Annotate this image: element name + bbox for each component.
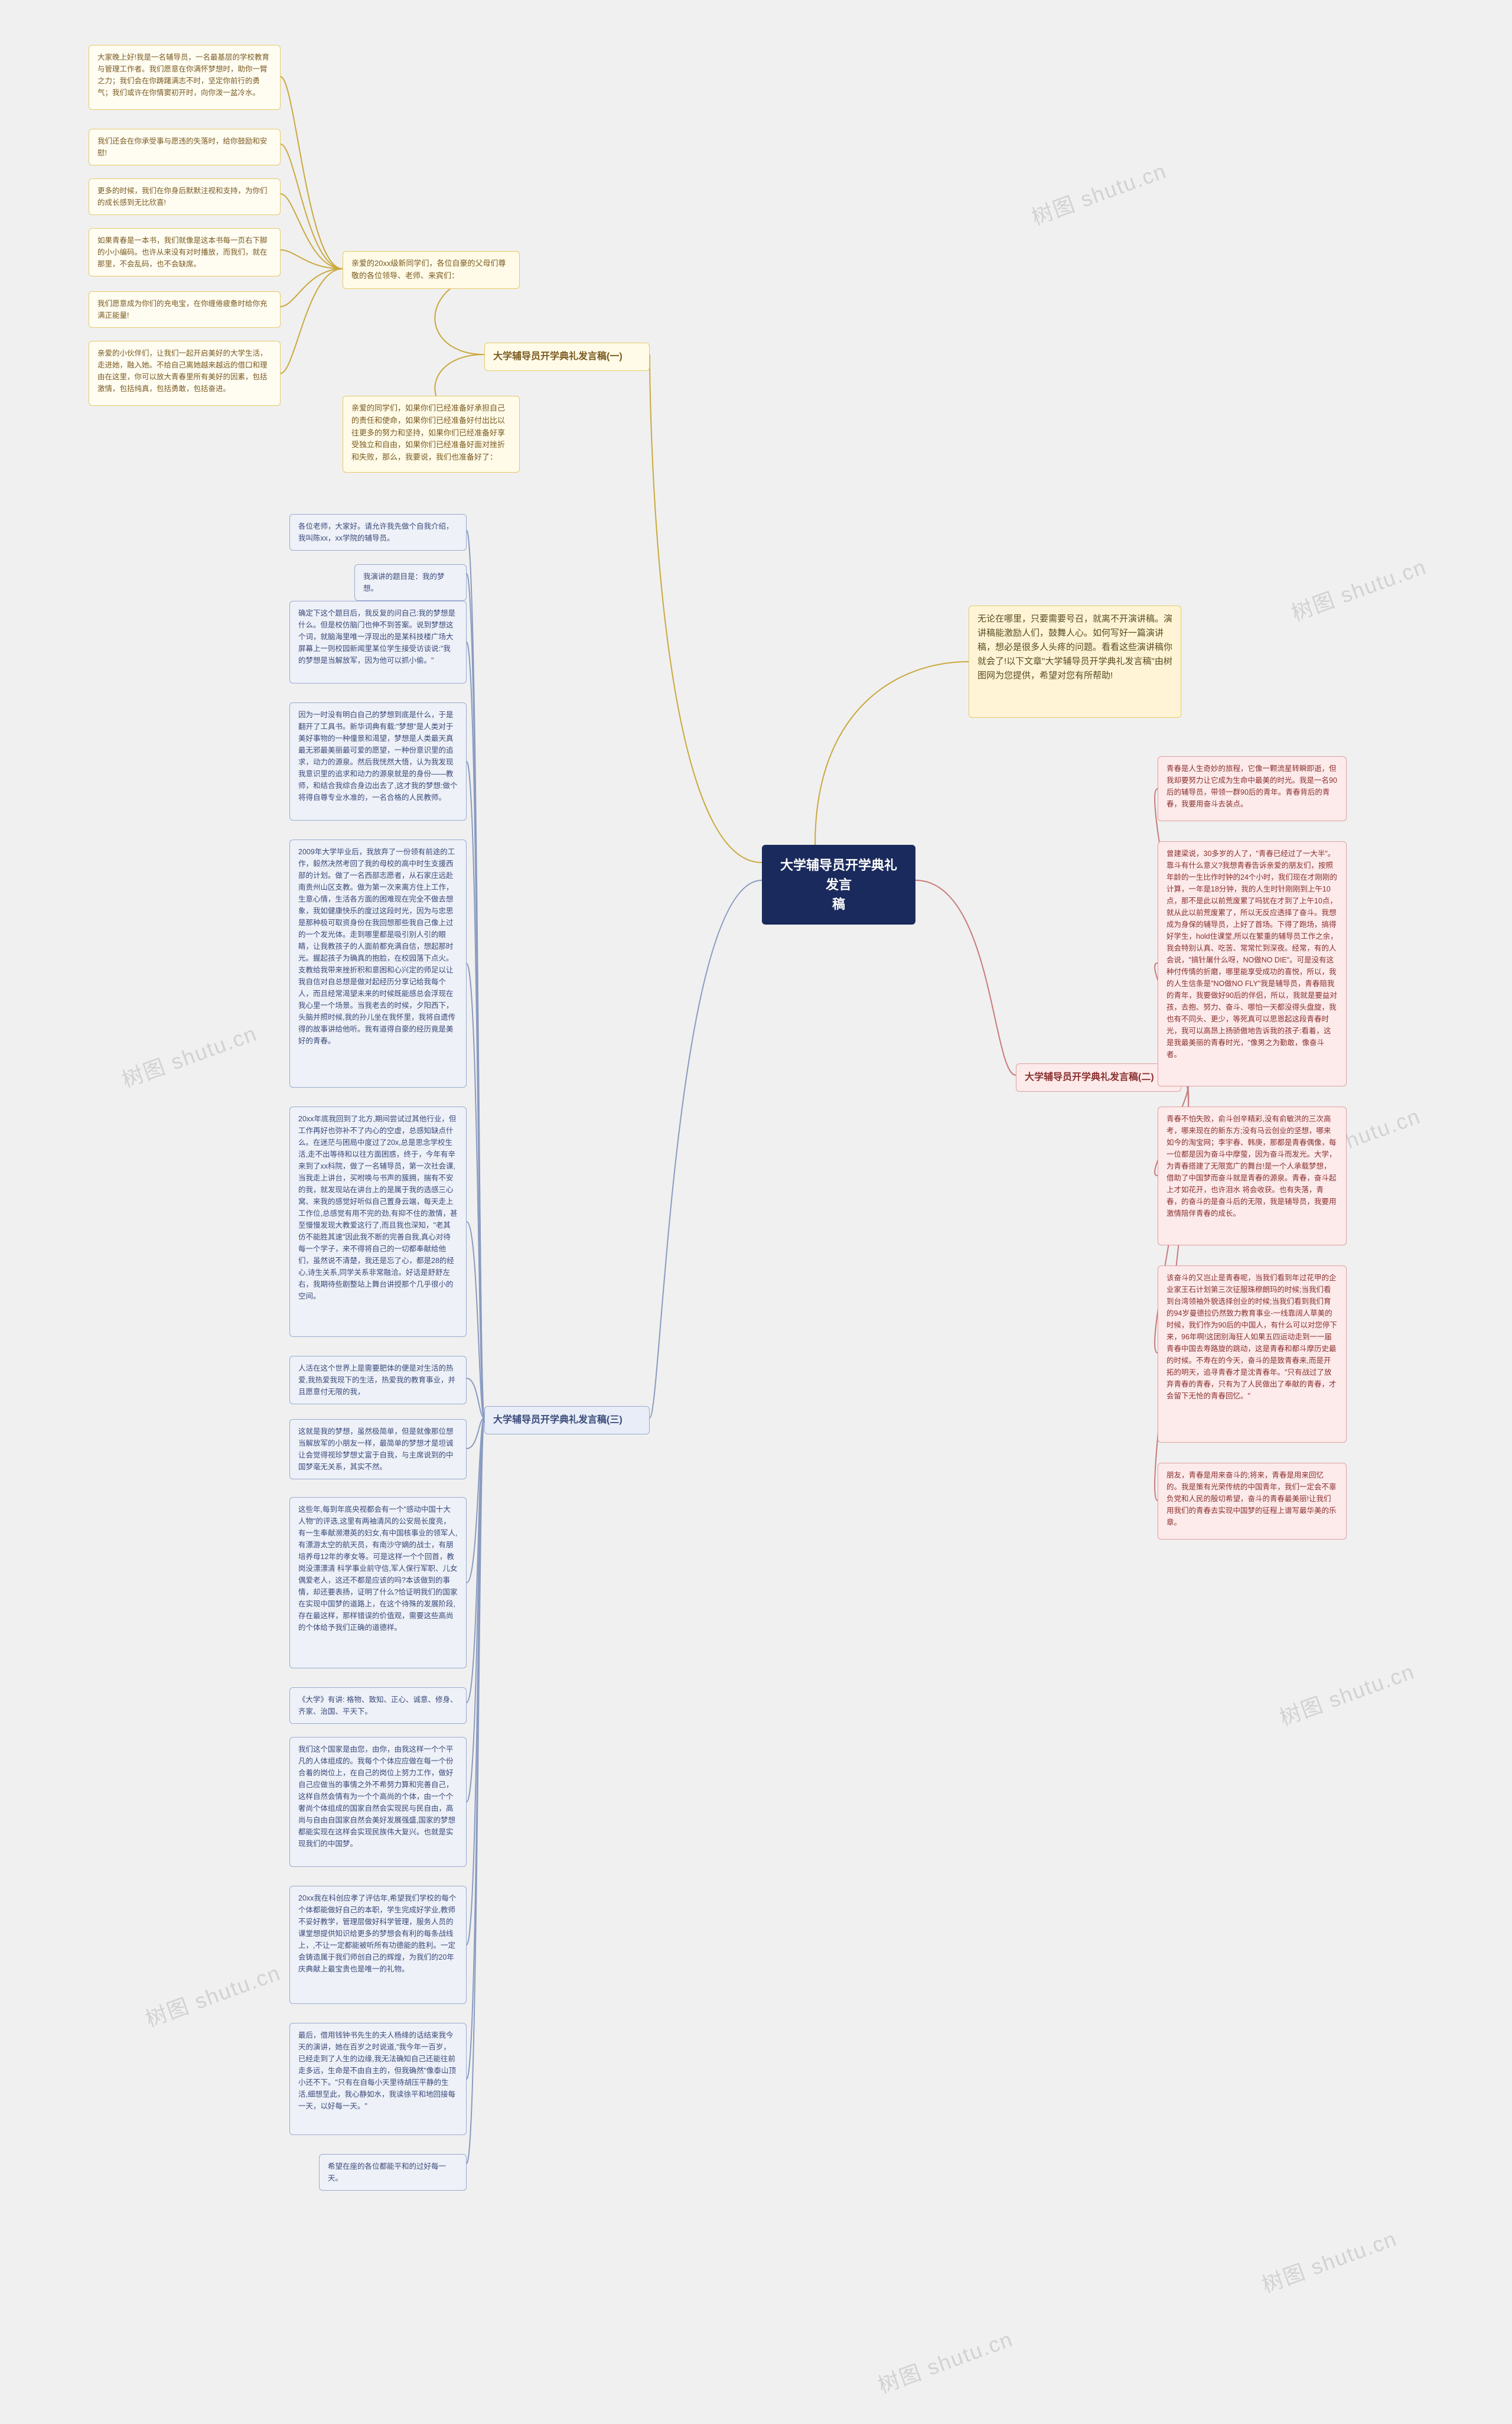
connector (815, 662, 969, 845)
sec3-box-11: 20xx我在科创应孝了评估年,希望我们学校的每个个体都能做好自己的本职，学生完成… (289, 1886, 467, 2004)
sec3-box-0: 各位老师，大家好。请允许我先做个自我介绍，我叫陈xx，xx学院的辅导员。 (289, 514, 467, 551)
sec3-box-10: 我们这个国家是由您，由你，由我这样一个个平凡的人体组成的。我每个个体应应做在每一… (289, 1737, 467, 1867)
watermark: 树图 shutu.cn (1286, 550, 1430, 627)
root-node: 大学辅导员开学典礼发言稿 (762, 845, 915, 925)
sec3-box-1: 我演讲的题目是：我的梦想。 (354, 564, 467, 601)
sec1-left-box-5: 亲爱的小伙伴们，让我们一起开启美好的大学生活，走进她，融入她。不给自己离她越来越… (89, 341, 281, 406)
sec1-left-box-0: 大家晚上好!我是一名辅导员，一名最基层的学校教育与管理工作者。我们愿意在你满怀梦… (89, 45, 281, 110)
connector (650, 354, 762, 863)
connector (467, 1418, 484, 1945)
connector (467, 1222, 484, 1418)
connector (467, 642, 484, 1418)
watermark: 树图 shutu.cn (1275, 1655, 1418, 1732)
connector (467, 1418, 484, 1583)
sec3-box-9: 《大学》有讲: 格物、致知、正心、诚意、修身、齐家、治国、平天下。 (289, 1687, 467, 1724)
connector (467, 1418, 484, 1449)
sec2-box-0: 青春是人生奇妙的旅程，它像一颗流星转瞬即逝，但我却要努力让它成为生命中最美的时光… (1158, 756, 1347, 821)
sec3-box-7: 这就是我的梦想，虽然极简单，但是就像那位想当解放军的小朋友一样，最简单的梦想才是… (289, 1419, 467, 1479)
sec1-left-box-4: 我们愿意成为你们的充电宝，在你缠倦疲惫时给你充满正能量! (89, 291, 281, 328)
sec3-box-6: 人活在这个世界上是需要肥体的便是对生活的热爱,我热爱我现下的生活，热爱我的教育事… (289, 1356, 467, 1404)
connector (467, 1418, 484, 2163)
watermark: 树图 shutu.cn (1027, 154, 1170, 232)
connector (467, 762, 484, 1418)
sec3-box-4: 2009年大学毕业后，我放弃了一份领有前途的工作，毅然决然考回了我的母校的高中时… (289, 840, 467, 1088)
intro-box: 无论在哪里，只要需要号召，就离不开演讲稿。演讲稿能激励人们，鼓舞人心。如何写好一… (969, 606, 1181, 718)
sec1-right-box-1: 亲爱的同学们，如果你们已经准备好承担自己的责任和使命，如果你们已经准备好付出比以… (343, 396, 520, 473)
connector (467, 964, 484, 1418)
sec3-box-3: 因为一时没有明白自己的梦想到底是什么，于是翻开了工具书。新华词典有载:"梦想"是… (289, 702, 467, 821)
sec1-left-box-3: 如果青春是一本书，我们就像是这本书每一页右下脚的小小编码。也许从来没有对时播放，… (89, 228, 281, 276)
connector (467, 1418, 484, 2079)
sec1-left-box-1: 我们还会在你承受事与愿违的失落时，给你鼓励和安慰! (89, 129, 281, 165)
sec3-box-2: 确定下这个题目后，我反复的问自己:我的梦想是什么。但是校仿脑门也伸不到答案。说到… (289, 601, 467, 684)
watermark: 树图 shutu.cn (141, 1956, 284, 2033)
section2-title: 大学辅导员开学典礼发言稿(二) (1016, 1063, 1181, 1092)
sec2-box-3: 该奋斗的又岂止是青春呢，当我们看到年过花甲的企业家王石计划第三次征服珠穆朗玛的时… (1158, 1265, 1347, 1443)
sec2-box-1: 曾建梁说，30多岁的人了，"青春已经过了一大半"。靠斗有什么意义?我想青春告诉亲… (1158, 841, 1347, 1086)
sec1-right-box-0: 亲爱的20xx级新同学们，各位自豪的父母们尊敬的各位领导、老师、来宾们： (343, 251, 520, 289)
connector (915, 880, 1016, 1075)
sec2-box-4: 朋友，青春是用来奋斗的;将来，青春是用来回忆的。我是策有光荣传统的中国青年，我们… (1158, 1463, 1347, 1540)
connector (281, 194, 343, 269)
connector (281, 269, 343, 373)
sec3-box-8: 这些年,每到年底央视都会有一个"感动中国十大人物"的评选,这里有两袖清风的公安局… (289, 1497, 467, 1668)
sec1-left-box-2: 更多的时候，我们在你身后默默注视和支持，为你们的成长感到无比欣喜! (89, 178, 281, 215)
connector (650, 880, 762, 1418)
section3-title: 大学辅导员开学典礼发言稿(三) (484, 1406, 650, 1434)
connector (281, 144, 343, 269)
sec2-box-2: 青春不怕失败，俞斗创辛精彩,没有俞敏洪的三次高考，哪来现在的新东方;没有马云创业… (1158, 1107, 1347, 1245)
watermark: 树图 shutu.cn (117, 1017, 260, 1094)
watermark: 树图 shutu.cn (1257, 2222, 1400, 2299)
connector (467, 1418, 484, 1802)
connector (467, 531, 484, 1418)
connector (467, 1378, 484, 1418)
connector (467, 574, 484, 1418)
connector (281, 269, 343, 307)
section1-title: 大学辅导员开学典礼发言稿(一) (484, 343, 650, 371)
connector (281, 250, 343, 269)
sec3-box-12: 最后，借用钱钟书先生的夫人杨绛的话结束我今天的演讲，她在百岁之时说道,"我今年一… (289, 2023, 467, 2135)
watermark: 树图 shutu.cn (873, 2322, 1016, 2400)
connector (467, 1418, 484, 1703)
sec3-box-13: 希望在座的各位都能平和的过好每一天。 (319, 2154, 467, 2191)
sec3-box-5: 20xx年底我回到了北方,期间尝试过其他行业，但工作再好也弥补不了内心的空虚，总… (289, 1107, 467, 1337)
connector (281, 77, 343, 269)
